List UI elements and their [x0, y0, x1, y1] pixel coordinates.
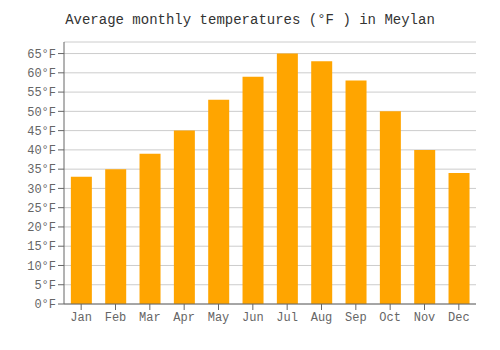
svg-text:65°F: 65°F — [27, 48, 56, 62]
svg-text:Apr: Apr — [173, 311, 195, 325]
svg-text:10°F: 10°F — [27, 260, 56, 274]
svg-text:Dec: Dec — [448, 311, 470, 325]
svg-text:Jul: Jul — [276, 311, 298, 325]
svg-text:40°F: 40°F — [27, 144, 56, 158]
svg-text:Feb: Feb — [105, 311, 127, 325]
svg-text:45°F: 45°F — [27, 125, 56, 139]
svg-text:Nov: Nov — [414, 311, 436, 325]
svg-text:Oct: Oct — [379, 311, 401, 325]
svg-text:Sep: Sep — [345, 311, 367, 325]
svg-text:35°F: 35°F — [27, 163, 56, 177]
svg-text:60°F: 60°F — [27, 67, 56, 81]
svg-text:30°F: 30°F — [27, 183, 56, 197]
svg-text:25°F: 25°F — [27, 202, 56, 216]
svg-text:Aug: Aug — [311, 311, 333, 325]
html-text:Average monthly temperatures (: Average monthly temperatures (°F ) in Me… — [65, 12, 435, 28]
svg-text:20°F: 20°F — [27, 221, 56, 235]
svg-text:15°F: 15°F — [27, 240, 56, 254]
svg-text:0°F: 0°F — [34, 298, 56, 312]
svg-text:Mar: Mar — [139, 311, 161, 325]
svg-text:50°F: 50°F — [27, 106, 56, 120]
svg-text:55°F: 55°F — [27, 86, 56, 100]
svg-text:Jun: Jun — [242, 311, 264, 325]
svg-text:May: May — [208, 311, 230, 325]
svg-text:Jan: Jan — [70, 311, 92, 325]
svg-text:5°F: 5°F — [34, 279, 56, 293]
